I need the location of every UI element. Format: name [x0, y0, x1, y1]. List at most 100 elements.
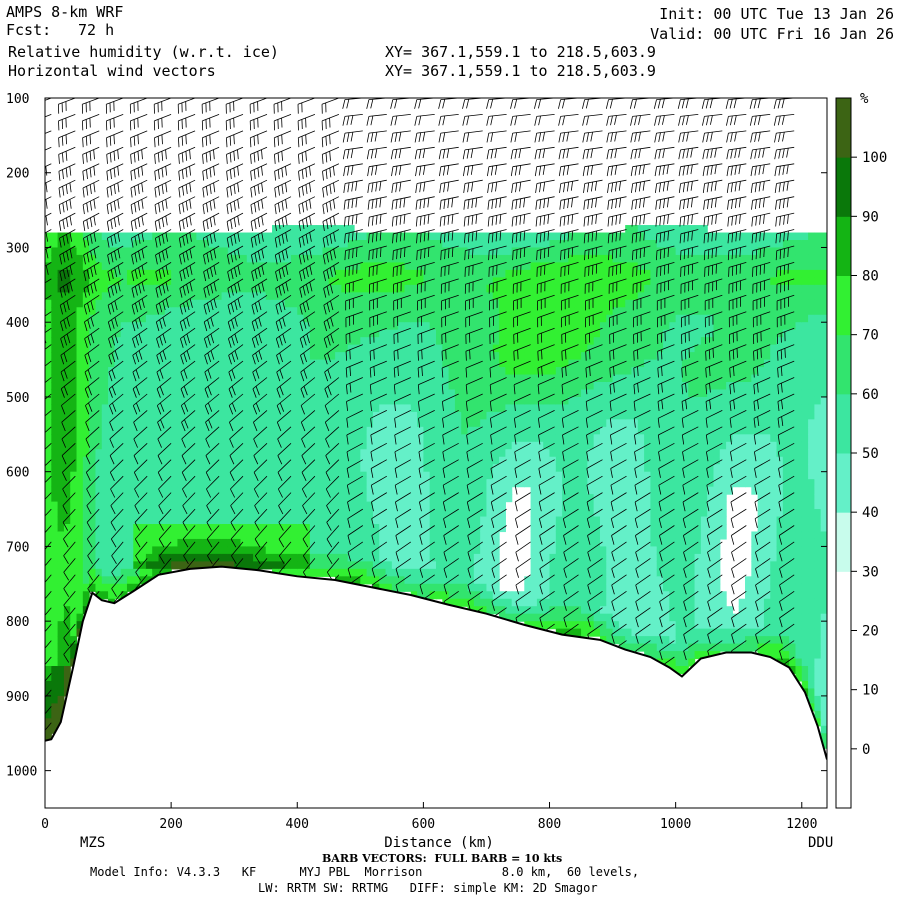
rh-cell [120, 583, 128, 592]
rh-cell [429, 426, 437, 435]
rh-cell [644, 621, 652, 630]
rh-cell [221, 322, 229, 331]
rh-cell [454, 337, 462, 346]
rh-cell [385, 337, 393, 346]
rh-cell [114, 254, 122, 264]
rh-cell [234, 538, 242, 548]
rh-cell [51, 553, 59, 562]
rh-cell [360, 494, 368, 503]
rh-cell [631, 621, 639, 630]
rh-cell [202, 254, 210, 264]
rh-cell [278, 441, 286, 450]
rh-cell [486, 269, 494, 278]
rh-cell [145, 367, 153, 376]
rh-cell [171, 396, 179, 406]
rh-cell [555, 576, 563, 585]
rh-cell [625, 419, 633, 428]
rh-cell [272, 299, 279, 308]
rh-cell [309, 479, 317, 488]
rh-cell [442, 576, 450, 585]
rh-cell [133, 464, 141, 473]
rh-cell [587, 621, 595, 630]
rh-cell [372, 314, 380, 323]
rh-cell [568, 576, 576, 585]
rh-cell [208, 426, 216, 435]
rh-cell [196, 524, 204, 533]
rh-cell [644, 314, 652, 323]
rh-cell [322, 262, 330, 271]
rh-cell [593, 389, 601, 398]
rh-cell [574, 613, 582, 622]
rh-cell [215, 553, 223, 562]
rh-cell [82, 471, 90, 480]
rh-cell [354, 509, 361, 518]
rh-cell [303, 359, 311, 368]
rh-cell [322, 494, 330, 503]
rh-cell [593, 553, 601, 562]
rh-cell [436, 322, 443, 331]
rh-cell [511, 591, 519, 600]
rh-cell [606, 524, 614, 533]
rh-cell [316, 269, 324, 278]
rh-cell [618, 247, 626, 256]
rh-cell [492, 299, 500, 308]
rh-cell [606, 232, 614, 241]
rh-cell [505, 613, 513, 622]
rh-cell [133, 471, 141, 480]
rh-cell [133, 419, 141, 428]
rh-cell [612, 284, 620, 293]
rh-cell [196, 299, 204, 308]
rh-cell [126, 374, 134, 383]
rh-cell [347, 494, 355, 503]
rh-cell [555, 486, 563, 495]
rh-cell [391, 292, 399, 301]
rh-cell [360, 568, 368, 577]
rh-cell [316, 524, 324, 533]
rh-cell [328, 284, 336, 293]
rh-cell [555, 337, 563, 346]
rh-cell [391, 583, 399, 592]
rh-cell [499, 367, 506, 376]
rh-cell [543, 613, 551, 622]
rh-cell [366, 449, 374, 458]
rh-cell [89, 434, 97, 443]
rh-cell [480, 254, 488, 264]
rh-cell [246, 538, 254, 548]
rh-cell [265, 292, 273, 301]
rh-cell [650, 464, 658, 473]
rh-cell [593, 486, 601, 495]
rh-cell [341, 456, 349, 465]
rh-cell [108, 411, 115, 420]
rh-cell [89, 344, 97, 353]
rh-cell [423, 374, 431, 383]
rh-cell [631, 613, 639, 622]
rh-cell [423, 501, 431, 510]
rh-cell [625, 471, 633, 480]
rh-cell [133, 538, 141, 548]
rh-cell [486, 254, 494, 264]
rh-cell [517, 591, 525, 600]
rh-cell [215, 307, 223, 316]
rh-cell [656, 374, 664, 383]
rh-cell [101, 396, 109, 406]
rh-cell [63, 269, 71, 278]
rh-cell [63, 576, 71, 585]
rh-cell [625, 307, 633, 316]
rh-cell [612, 568, 620, 577]
rh-cell [328, 277, 336, 286]
rh-cell [114, 389, 122, 398]
rh-cell [120, 367, 128, 376]
rh-cell [126, 494, 134, 503]
rh-cell [183, 561, 191, 570]
rh-cell [101, 524, 109, 533]
rh-cell [663, 538, 670, 548]
rh-cell [448, 277, 456, 286]
rh-cell [568, 419, 576, 428]
rh-cell [429, 464, 437, 473]
rh-cell [625, 494, 633, 503]
rh-cell [423, 382, 431, 391]
rh-cell [95, 553, 103, 562]
rh-cell [650, 359, 658, 368]
rh-cell [650, 628, 658, 637]
rh-cell [473, 546, 481, 555]
